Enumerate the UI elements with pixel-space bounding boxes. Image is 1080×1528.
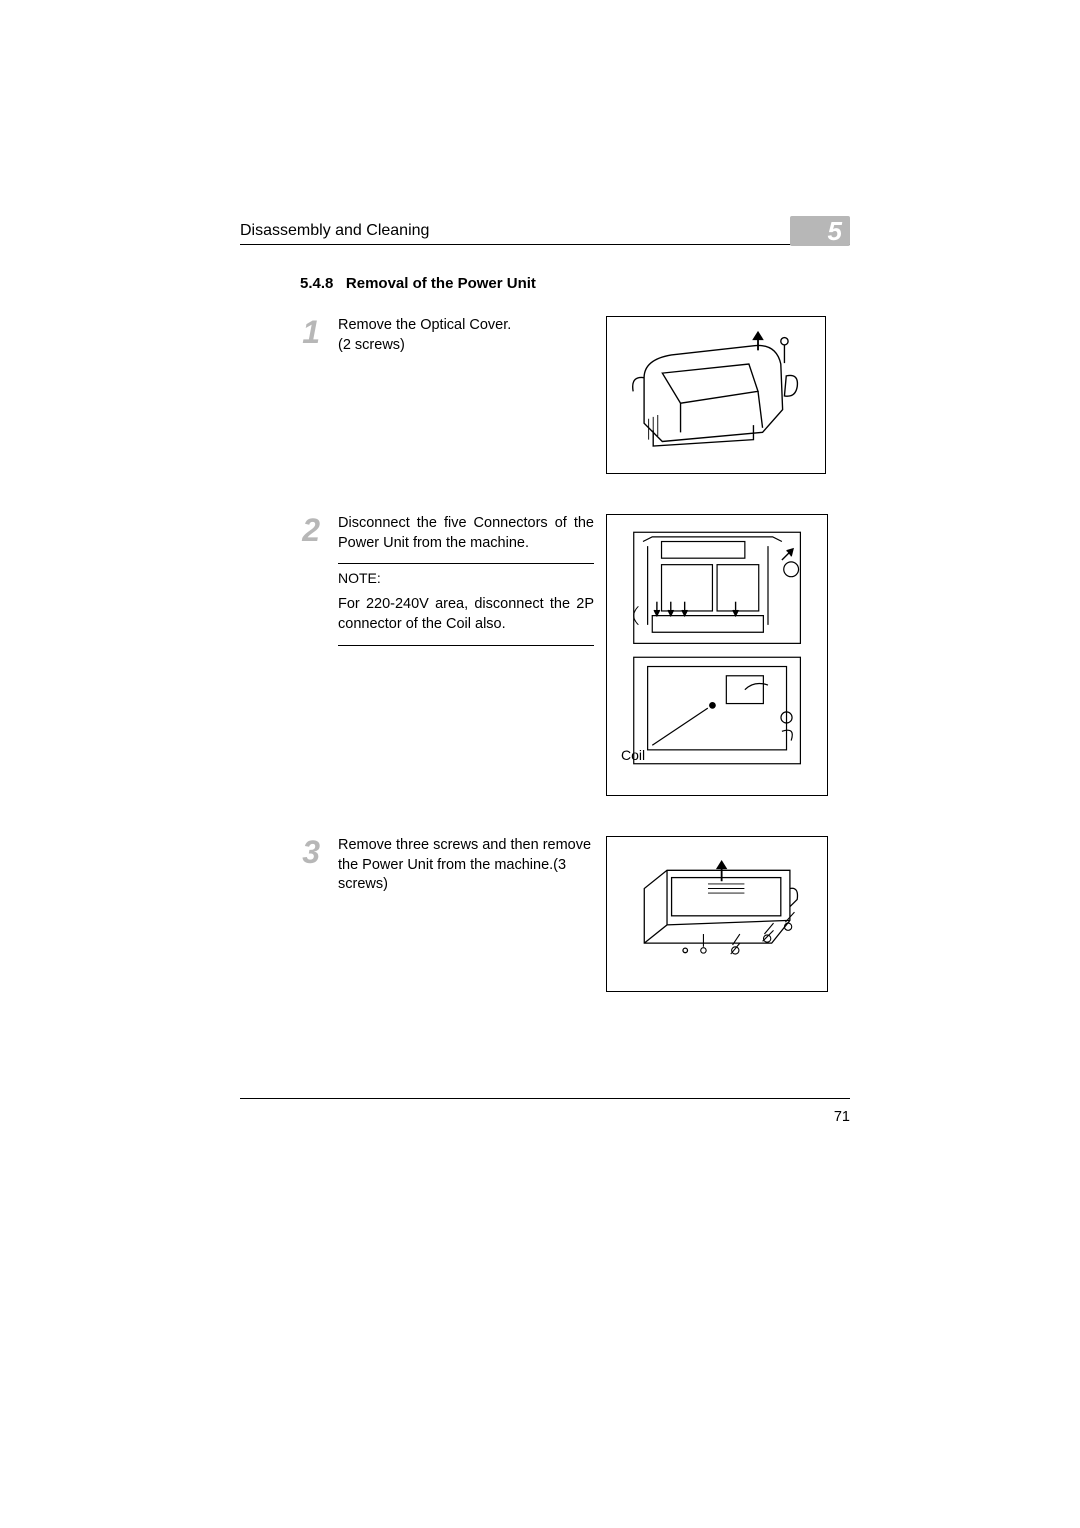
step-number: 3 xyxy=(296,836,320,868)
section-number: 5.4.8 xyxy=(300,275,333,292)
step-number: 1 xyxy=(296,316,320,348)
step-text: Remove the Optical Cover. (2 screws) xyxy=(338,316,594,355)
figure-1 xyxy=(606,316,826,474)
printer-top-illustration xyxy=(615,323,819,467)
chapter-number: 5 xyxy=(828,216,842,247)
header-title: Disassembly and Cleaning xyxy=(240,222,429,240)
power-unit-connectors-illustration xyxy=(615,523,821,773)
figure-2: Coil xyxy=(606,514,828,796)
note-label: NOTE: xyxy=(338,570,594,586)
figure-3 xyxy=(606,836,828,992)
step-text: Disconnect the five Connectors of the Po… xyxy=(338,514,594,553)
step-2: 2 Disconnect the five Connectors of the … xyxy=(296,514,850,796)
step-text-block: Disconnect the five Connectors of the Po… xyxy=(338,514,594,646)
step-number: 2 xyxy=(296,514,320,546)
chapter-badge: 5 xyxy=(790,216,850,246)
page-number: 71 xyxy=(834,1109,850,1125)
section-title: Removal of the Power Unit xyxy=(346,275,536,292)
page: Disassembly and Cleaning 5 5.4.8 Removal… xyxy=(0,0,1080,1528)
section-heading: 5.4.8 Removal of the Power Unit xyxy=(300,275,850,292)
note-block: NOTE: For 220-240V area, disconnect the … xyxy=(338,563,594,646)
step-1: 1 Remove the Optical Cover. (2 screws) xyxy=(296,316,850,474)
power-unit-removal-illustration xyxy=(615,843,821,985)
page-header: Disassembly and Cleaning 5 xyxy=(240,210,850,245)
step-text-block: Remove the Optical Cover. (2 screws) xyxy=(338,316,594,355)
step-text-block: Remove three screws and then remove the … xyxy=(338,836,594,895)
figure-label: Coil xyxy=(621,747,645,763)
step-3: 3 Remove three screws and then remove th… xyxy=(296,836,850,992)
page-number-row: 71 xyxy=(240,1098,850,1125)
note-body: For 220-240V area, disconnect the 2P con… xyxy=(338,594,594,635)
step-text: Remove three screws and then remove the … xyxy=(338,836,594,895)
